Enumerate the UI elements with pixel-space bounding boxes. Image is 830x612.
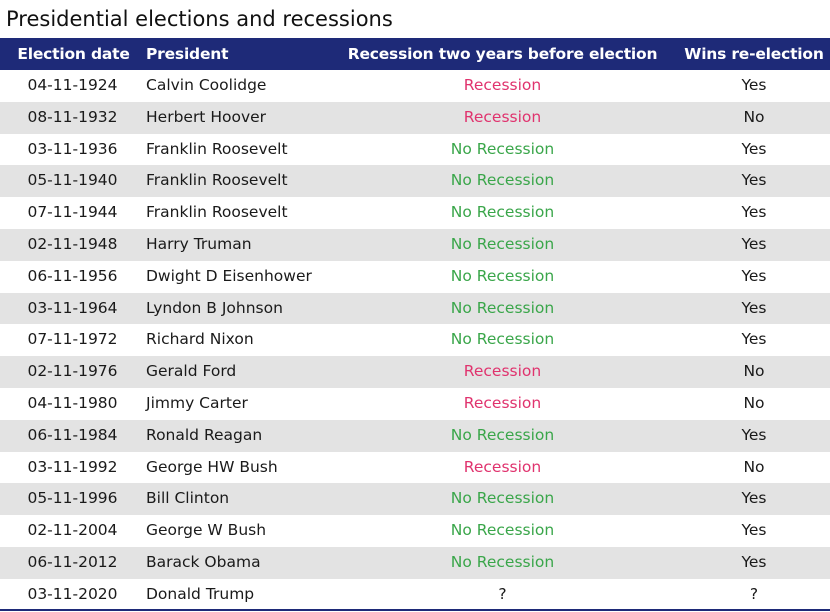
cell-election-date: 03-11-2020 (27, 584, 118, 603)
cell-recession-status: Recession (463, 107, 542, 126)
cell-wins-reelection: Yes (741, 266, 767, 285)
cell-election-date: 07-11-1944 (27, 203, 118, 222)
cell-wins-reelection: No (743, 362, 765, 381)
cell-president: George W Bush (146, 521, 267, 540)
cell-election-date: 06-11-2012 (27, 552, 118, 571)
cell-president: Franklin Roosevelt (146, 139, 288, 158)
header-recession: Recession two years before election (347, 45, 658, 63)
table-row: 03-11-1964 Lyndon B Johnson No Recession Ye… (0, 292, 830, 325)
cell-recession-status: No Recession (450, 203, 555, 222)
cell-president: Donald Trump (146, 584, 255, 603)
cell-wins-reelection: Yes (741, 298, 767, 317)
cell-president: Barack Obama (146, 552, 261, 571)
cell-wins-reelection: Yes (741, 171, 767, 190)
table-row: 04-11-1980 Jimmy Carter Recession No (0, 388, 830, 420)
header-election-date: Election date (17, 45, 130, 63)
cell-president: Franklin Roosevelt (146, 171, 288, 190)
cell-election-date: 08-11-1932 (27, 107, 118, 126)
bottom-rule (0, 609, 830, 611)
cell-election-date: 03-11-1964 (27, 298, 118, 317)
cell-recession-status: ? (498, 584, 507, 603)
header-wins-reelection: Wins re-election (684, 45, 824, 63)
table-row: 06-11-1984 Ronald Reagan No Recession Yes (0, 419, 830, 452)
table-row: 02-11-1976 Gerald Ford Recession No (0, 356, 830, 388)
cell-wins-reelection: Yes (741, 234, 767, 253)
table-row: 02-11-2004 George W Bush No Recession Yes (0, 515, 830, 547)
cell-recession-status: Recession (463, 362, 542, 381)
cell-recession-status: No Recession (450, 234, 555, 253)
cell-president: Dwight D Eisenhower (146, 266, 312, 285)
elections-table: Election date President Recession two ye… (0, 38, 830, 611)
table-row: 06-11-1956 Dwight D Eisenhower No Recessio… (0, 261, 830, 293)
cell-election-date: 02-11-2004 (27, 521, 118, 540)
cell-recession-status: No Recession (450, 425, 555, 444)
table-row: 02-11-1948 Harry Truman No Recession Yes (0, 228, 830, 261)
cell-election-date: 02-11-1948 (27, 234, 118, 253)
cell-president: George HW Bush (146, 457, 278, 476)
cell-wins-reelection: Yes (741, 552, 767, 571)
table-row: 07-11-1972 Richard Nixon No Recession Yes (0, 324, 830, 356)
table-header: Election date President Recession two ye… (0, 38, 830, 70)
cell-president: Jimmy Carter (146, 393, 248, 412)
cell-election-date: 07-11-1972 (27, 330, 118, 349)
cell-wins-reelection: Yes (741, 489, 767, 508)
table-row: 04-11-1924 Calvin Coolidge Recession Yes (0, 70, 830, 102)
table-row: 08-11-1932 Herbert Hoover Recession No (0, 101, 830, 134)
cell-president: Franklin Roosevelt (146, 203, 288, 222)
cell-president: Lyndon B Johnson (146, 298, 283, 317)
cell-recession-status: Recession (463, 457, 542, 476)
cell-recession-status: No Recession (450, 521, 555, 540)
cell-wins-reelection: Yes (741, 139, 767, 158)
cell-wins-reelection: Yes (741, 203, 767, 222)
cell-election-date: 05-11-1940 (27, 171, 118, 190)
cell-president: Richard Nixon (146, 330, 254, 349)
cell-president: Calvin Coolidge (146, 76, 267, 94)
cell-wins-reelection: Yes (741, 330, 767, 349)
cell-election-date: 02-11-1976 (27, 362, 118, 381)
cell-election-date: 03-11-1936 (27, 139, 118, 158)
cell-election-date: 04-11-1924 (27, 76, 118, 94)
table-row: 07-11-1944 Franklin Roosevelt No Recession… (0, 197, 830, 229)
cell-recession-status: No Recession (450, 139, 555, 158)
cell-election-date: 06-11-1956 (27, 266, 118, 285)
cell-president: Gerald Ford (146, 362, 237, 381)
cell-president: Harry Truman (146, 234, 252, 253)
cell-wins-reelection: Yes (741, 76, 767, 94)
cell-president: Ronald Reagan (146, 425, 263, 444)
table-row: 05-11-1940 Franklin Roosevelt No Recession… (0, 165, 830, 198)
cell-election-date: 06-11-1984 (27, 425, 118, 444)
table-row: 05-11-1996 Bill Clinton No Recession Yes (0, 483, 830, 516)
table-row: 03-11-1992 George HW Bush Recession No (0, 452, 830, 484)
cell-recession-status: No Recession (450, 266, 555, 285)
cell-recession-status: Recession (463, 393, 542, 412)
cell-recession-status: No Recession (450, 330, 555, 349)
cell-wins-reelection: No (743, 107, 765, 126)
cell-election-date: 05-11-1996 (27, 489, 118, 508)
cell-wins-reelection: ? (749, 584, 759, 603)
header-president: President (146, 45, 229, 63)
cell-election-date: 03-11-1992 (27, 457, 118, 476)
cell-recession-status: No Recession (450, 298, 555, 317)
table-row: 06-11-2012 Barack Obama No Recession Yes (0, 546, 830, 579)
cell-wins-reelection: Yes (741, 521, 767, 540)
cell-wins-reelection: No (743, 457, 765, 476)
table-body: 04-11-1924 Calvin Coolidge Recession Yes 08-… (0, 70, 830, 611)
cell-recession-status: No Recession (450, 489, 555, 508)
table-row: 03-11-1936 Franklin Roosevelt No Recession… (0, 134, 830, 166)
cell-recession-status: No Recession (450, 171, 555, 190)
cell-wins-reelection: No (743, 393, 765, 412)
cell-recession-status: No Recession (450, 552, 555, 571)
chart-title: Presidential elections and recessions (6, 7, 393, 31)
cell-election-date: 04-11-1980 (27, 393, 118, 412)
cell-president: Bill Clinton (146, 489, 230, 508)
cell-wins-reelection: Yes (741, 425, 767, 444)
table-row: 03-11-2020 Donald Trump?? (0, 579, 830, 611)
cell-president: Herbert Hoover (146, 107, 267, 126)
cell-recession-status: Recession (463, 76, 542, 94)
